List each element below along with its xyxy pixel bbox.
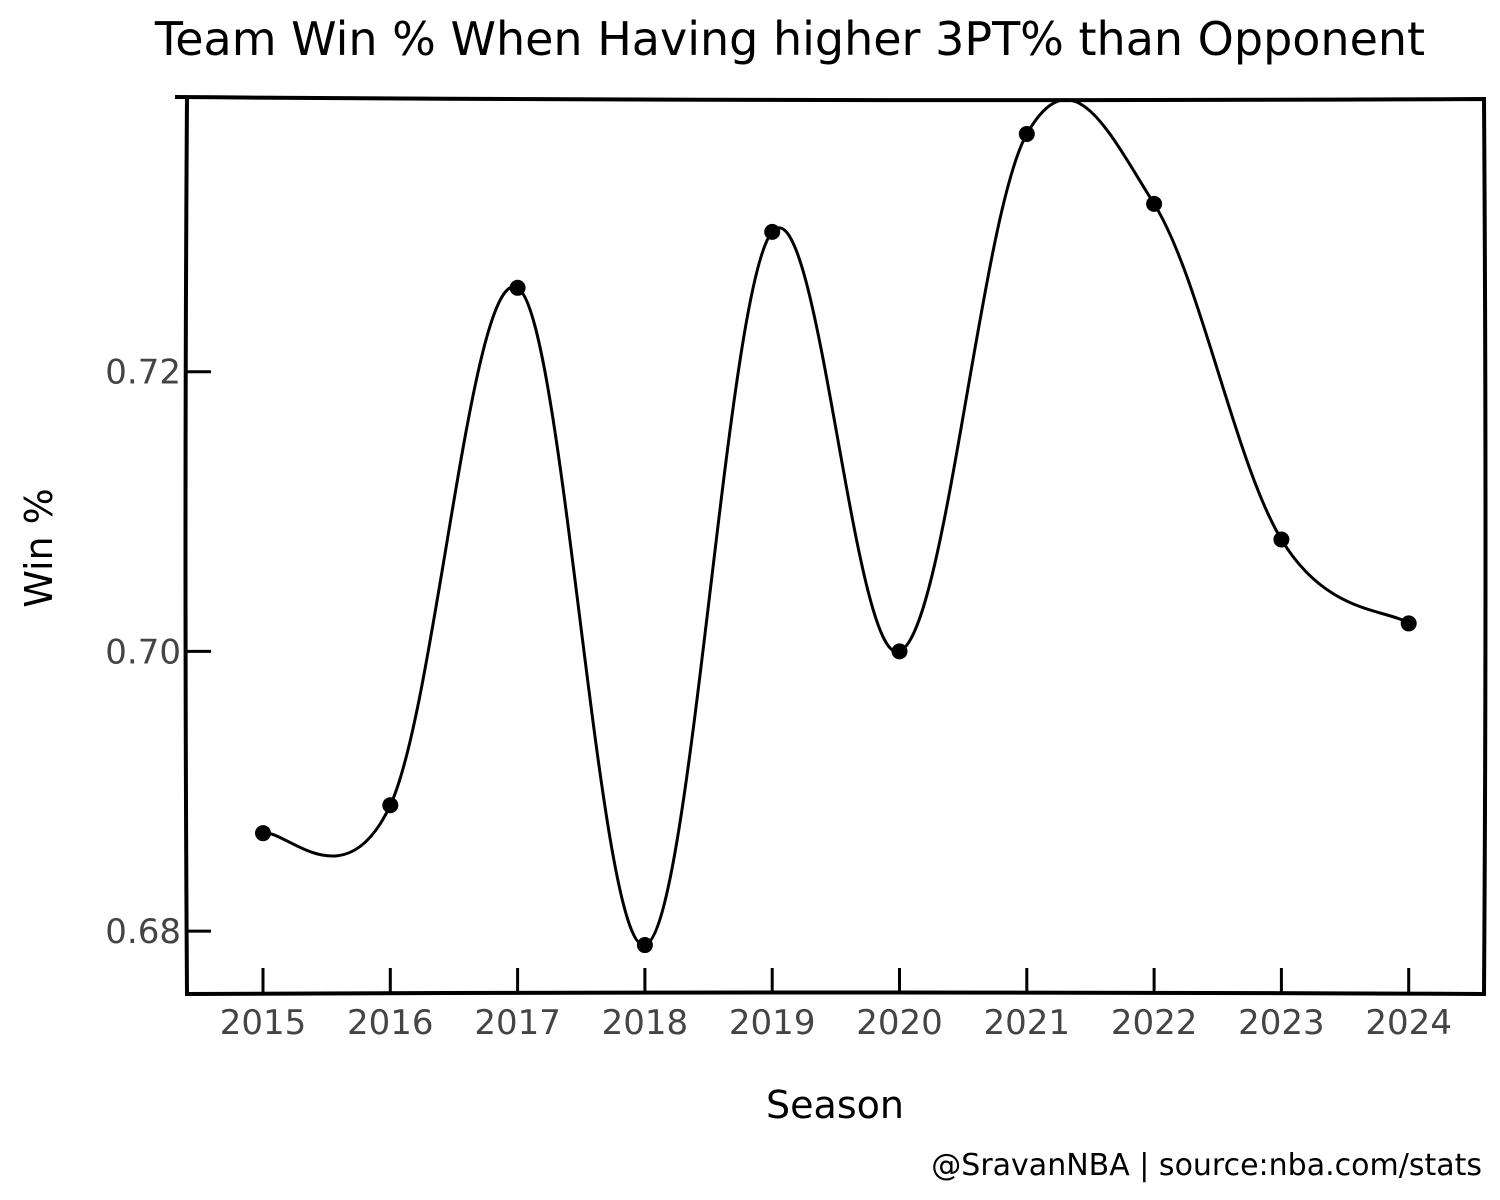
x-axis: 2015 2016 2017 2018 2019 2020 2021 2022 2023 2024: [220, 968, 1452, 1043]
x-tick-label: 2016: [347, 1003, 434, 1043]
y-tick-label: 0.70: [105, 632, 181, 672]
data-point: [255, 825, 271, 842]
y-axis: 0.68 0.70 0.72: [105, 353, 211, 952]
series-points: [255, 125, 1417, 954]
data-point: [891, 643, 908, 660]
y-tick-label: 0.68: [105, 912, 181, 952]
footer-credit: @SravanNBA | source:nba.com/stats: [931, 1148, 1482, 1183]
data-point: [764, 223, 781, 240]
y-tick-label: 0.72: [105, 353, 181, 393]
data-point: [382, 797, 399, 814]
x-tick-label: 2021: [984, 1003, 1071, 1043]
plot-frame: [174, 95, 1488, 997]
series-line: [262, 98, 1410, 947]
chart-title: Team Win % When Having higher 3PT% than …: [154, 12, 1425, 66]
x-axis-title: Season: [766, 1083, 904, 1127]
x-tick-label: 2017: [474, 1003, 561, 1043]
x-tick-label: 2022: [1111, 1003, 1198, 1043]
x-tick-label: 2015: [220, 1003, 307, 1043]
x-tick-label: 2018: [602, 1003, 689, 1043]
data-point: [1400, 615, 1417, 632]
data-point: [636, 937, 653, 954]
x-tick-label: 2019: [729, 1003, 816, 1043]
x-tick-label: 2020: [856, 1003, 943, 1043]
data-point: [1273, 531, 1290, 548]
x-tick-label: 2023: [1238, 1003, 1325, 1043]
data-point: [1146, 195, 1163, 212]
x-tick-label: 2024: [1365, 1003, 1452, 1043]
y-axis-title: Win %: [17, 488, 61, 608]
data-point: [509, 279, 526, 296]
data-point: [1018, 125, 1035, 142]
